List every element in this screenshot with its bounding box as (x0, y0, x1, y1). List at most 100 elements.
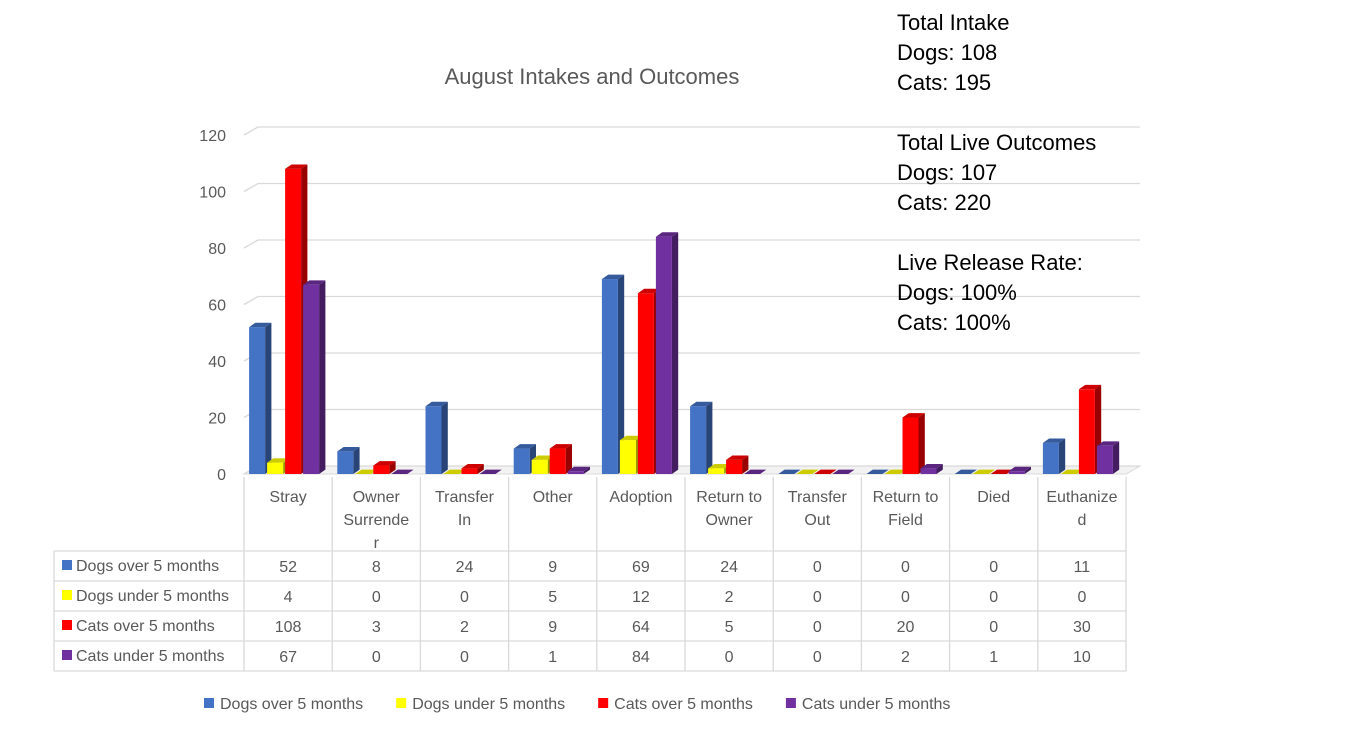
bar-front (655, 236, 672, 474)
bar (601, 274, 625, 474)
gridline (243, 239, 1140, 249)
bar-front (708, 468, 725, 474)
legend-swatch (396, 698, 407, 708)
bar-front (425, 406, 442, 474)
row-series-label: Cats over 5 months (76, 618, 215, 635)
bar-front (1096, 445, 1113, 474)
row-legend-key (62, 590, 72, 600)
bar (832, 469, 855, 474)
legend-label: Cats under 5 months (802, 696, 951, 713)
legend-label: Dogs under 5 months (412, 696, 565, 713)
bar (1008, 466, 1031, 474)
row-series-label: Dogs under 5 months (76, 588, 229, 605)
bar-top (655, 232, 679, 237)
data-table: Stray Owner Surrende r Transfer In Other Adopti… (53, 477, 1127, 672)
legend-label: Dogs over 5 months (220, 696, 363, 713)
bar-side (389, 461, 396, 474)
bar (479, 469, 502, 474)
bar (303, 280, 326, 474)
table-cell-value: 2 (460, 619, 469, 636)
bar-top (373, 461, 396, 466)
row-series-label: Cats under 5 months (76, 648, 225, 665)
table-cell-value: 11 (1074, 559, 1091, 576)
bar-front (920, 468, 937, 474)
bar (655, 232, 679, 474)
bar-top (866, 469, 889, 474)
bar-top (285, 164, 308, 169)
table-cell-value: 67 (279, 649, 297, 666)
bar-top (708, 463, 731, 469)
category-label: Owner (353, 489, 401, 506)
bar-top (549, 444, 572, 449)
bar (1042, 438, 1066, 474)
bar (920, 463, 943, 474)
category-label: Out (804, 512, 830, 529)
bar-top (726, 455, 749, 460)
bar (567, 466, 590, 474)
y-axis: 0 20 40 60 80 100 120 (199, 128, 226, 484)
table-cell-value: 1 (989, 649, 998, 666)
bar-side (353, 447, 360, 474)
bar-side (706, 401, 713, 474)
bar-front (513, 448, 530, 474)
outcome-title: Total Live Outcomes (897, 130, 1097, 155)
bar-top (337, 447, 360, 452)
bar-front (461, 468, 478, 474)
bar-top (443, 469, 466, 474)
bar-front (619, 440, 636, 474)
table-cell-value: 0 (725, 649, 734, 666)
table-cell-value: 2 (901, 649, 910, 666)
bar-front (285, 168, 302, 474)
category-label: Transfer (435, 489, 495, 506)
category-label: d (1077, 512, 1086, 529)
bar-top (814, 469, 837, 474)
category-label: r (374, 535, 380, 552)
outcome-cats: Cats: 220 (897, 190, 992, 215)
category-label: Stray (269, 489, 306, 506)
summary-release-rate: Live Release Rate: Dogs: 100% Cats: 100% (897, 248, 1083, 338)
bar-top (461, 463, 484, 469)
bar-top (249, 322, 272, 328)
bar-top (513, 444, 536, 449)
table-cell-value: 0 (813, 589, 822, 606)
bar-front (637, 293, 654, 474)
y-tick-label: 20 (208, 411, 226, 428)
bar-top (425, 401, 448, 407)
bar-top (531, 455, 554, 460)
bar-side (265, 322, 272, 474)
legend-label: Cats over 5 months (614, 696, 753, 713)
gridline (243, 126, 1140, 136)
bar-top (832, 469, 855, 474)
gridline (243, 352, 1140, 362)
table-cell-value: 3 (372, 619, 381, 636)
table-cell-value: 2 (725, 589, 734, 606)
table-cell-value: 0 (989, 619, 998, 636)
bar-front (902, 417, 919, 474)
bar-front (601, 279, 618, 474)
table-cell-value: 108 (275, 619, 302, 636)
legend-swatch (598, 698, 609, 708)
bar-side (1058, 438, 1066, 474)
bar (902, 413, 925, 474)
bar-top (267, 458, 290, 463)
bar-side (1024, 466, 1031, 474)
table-cell-value: 0 (372, 589, 381, 606)
y-tick-label: 80 (208, 241, 226, 258)
table-cell-value: 0 (901, 559, 910, 576)
bar-top (619, 435, 643, 441)
category-label: Surrende (343, 512, 409, 529)
table-cell-value: 5 (725, 619, 734, 636)
table-cell-value: 0 (460, 589, 469, 606)
bar-side (918, 413, 925, 474)
bar (443, 469, 466, 474)
bar-top (637, 288, 661, 294)
bar (249, 322, 272, 474)
table-cell-value: 0 (372, 649, 381, 666)
bar-top (355, 469, 378, 474)
bar-top (796, 469, 819, 474)
bar (990, 469, 1013, 474)
intake-dogs: Dogs: 108 (897, 40, 998, 65)
bar (884, 469, 907, 474)
y-tick-label: 60 (208, 298, 226, 315)
bar-front (267, 462, 284, 474)
